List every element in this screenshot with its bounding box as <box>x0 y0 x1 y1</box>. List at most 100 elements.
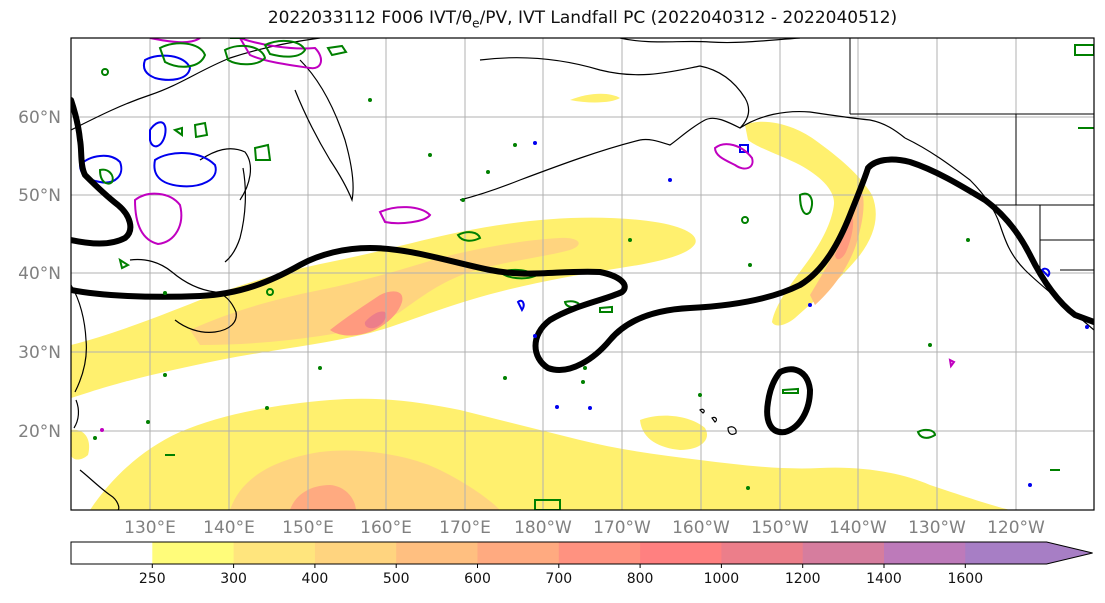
colorbar-tick-label: 600 <box>464 571 491 587</box>
coastlines <box>71 38 1094 510</box>
contour-green-14 <box>798 192 813 215</box>
colorbar-outline <box>70 541 1093 565</box>
contour-blue-5 <box>739 144 749 153</box>
colorbar-segment <box>477 542 560 564</box>
lon-label-150e: 150°E <box>282 518 334 538</box>
scattered-contour-dots <box>93 68 1089 490</box>
lat-label-40: 40°N <box>18 264 61 284</box>
theta-e-contours <box>78 38 1094 510</box>
colorbar-tick-label: 300 <box>220 571 247 587</box>
contour-green-1 <box>158 42 207 68</box>
lon-label-140w: 140°W <box>829 518 887 538</box>
coast-sakhalin <box>224 167 246 263</box>
contour-green-8 <box>253 143 272 161</box>
contour-blue-7 <box>1040 267 1051 278</box>
contour-green-6 <box>172 126 183 137</box>
contour-blue-6 <box>516 299 525 312</box>
coast-hawaii-1 <box>727 426 737 435</box>
lon-label-160e: 160°E <box>360 518 412 538</box>
pv-contour-loop-west <box>71 97 134 247</box>
colorbar-tick-label: 800 <box>627 571 654 587</box>
coast-alaska-north <box>619 38 801 44</box>
contour-magenta-2 <box>378 206 432 225</box>
colorbar-tick-label: 1400 <box>866 571 902 587</box>
contour-green-16 <box>534 499 561 510</box>
pv-contour-isle <box>764 366 814 436</box>
coast-gulf-alaska <box>739 110 906 139</box>
colorbar-tick-label: 1600 <box>947 571 983 587</box>
coast-korea-japan <box>129 258 237 333</box>
coast-alaska <box>479 57 750 146</box>
lon-label-130w: 130°W <box>908 518 966 538</box>
colorbar-tick-label: 1200 <box>785 571 821 587</box>
contour-green-4 <box>326 44 348 57</box>
figure-title: 2022033112 F006 IVT/θe/PV, IVT Landfall … <box>267 8 898 31</box>
political-borders <box>849 38 1094 271</box>
lon-label-170w: 170°W <box>593 518 651 538</box>
coast-hawaii-3 <box>699 408 705 414</box>
coast-kamchatka <box>294 59 354 203</box>
ivt-band-south-core <box>230 450 500 510</box>
latitude-labels: 60°N 50°N 40°N 30°N 20°N <box>18 108 61 442</box>
lon-label-180w: 180°W <box>514 518 572 538</box>
lon-label-120w: 120°W <box>987 518 1045 538</box>
colorbar-tick-label: 700 <box>545 571 572 587</box>
contour-green-12 <box>599 305 613 313</box>
colorbar-tick-label: 250 <box>139 571 166 587</box>
ivt-blob-subtropic <box>640 415 708 450</box>
contour-magenta-5 <box>149 38 201 44</box>
contour-green-3 <box>263 39 307 58</box>
lon-label-140e: 140°E <box>203 518 255 538</box>
colorbar-segment <box>721 542 804 564</box>
lat-label-20: 20°N <box>18 422 61 442</box>
colorbar: 250 300 400 500 600 700 800 1000 1200 1400 1600 <box>70 541 1093 587</box>
contour-blue-4 <box>142 54 192 81</box>
ivt-band-north-max <box>330 291 403 336</box>
ivt-band-south-max <box>290 485 356 510</box>
contour-green-2 <box>223 44 267 66</box>
contour-green-17 <box>1074 44 1094 56</box>
contour-blue-3 <box>153 152 217 188</box>
contour-magenta-6 <box>948 358 956 369</box>
coast-aleutians <box>459 139 641 201</box>
lat-label-30: 30°N <box>18 343 61 363</box>
lat-label-60: 60°N <box>18 108 61 128</box>
contour-magenta-4 <box>238 38 322 70</box>
ivt-blob-alaska <box>570 93 620 103</box>
map-frame <box>70 37 1095 511</box>
contour-green-15 <box>916 428 937 439</box>
colorbar-segment <box>314 542 397 564</box>
ivt-band-north-core <box>190 237 579 345</box>
colorbar-segment <box>884 542 966 564</box>
coast-china <box>71 284 87 393</box>
ivt-band-north-peak <box>364 311 386 329</box>
pv-contour <box>71 97 1094 436</box>
colorbar-segment <box>233 542 316 564</box>
contour-magenta-3 <box>713 143 754 170</box>
ivt-band-south-small <box>71 429 90 460</box>
graticule <box>71 38 1094 510</box>
lon-label-150w: 150°W <box>751 518 809 538</box>
colorbar-segment <box>71 542 153 564</box>
lon-label-160w: 160°W <box>672 518 730 538</box>
contour-green-13 <box>782 387 799 394</box>
contour-green-22 <box>118 257 131 270</box>
colorbar-segment <box>802 542 885 564</box>
coast-taiwan <box>73 399 80 429</box>
lat-label-50: 50°N <box>18 186 61 206</box>
contour-green-9 <box>456 231 482 242</box>
colorbar-segment <box>558 542 641 564</box>
colorbar-tick-label: 1000 <box>704 571 740 587</box>
coast-bc-pnw <box>904 137 1094 331</box>
contour-magenta-1 <box>133 192 183 246</box>
colorbar-segment <box>640 542 722 564</box>
contour-green-7 <box>98 168 114 185</box>
coast-okhotsk <box>199 148 252 201</box>
ivt-band-east <box>745 121 876 326</box>
coast-hawaii-2 <box>711 416 718 423</box>
pv-contour-main <box>71 156 1094 373</box>
colorbar-segment <box>152 542 235 564</box>
contour-green-5 <box>193 121 209 139</box>
colorbar-tick-label: 500 <box>383 571 410 587</box>
